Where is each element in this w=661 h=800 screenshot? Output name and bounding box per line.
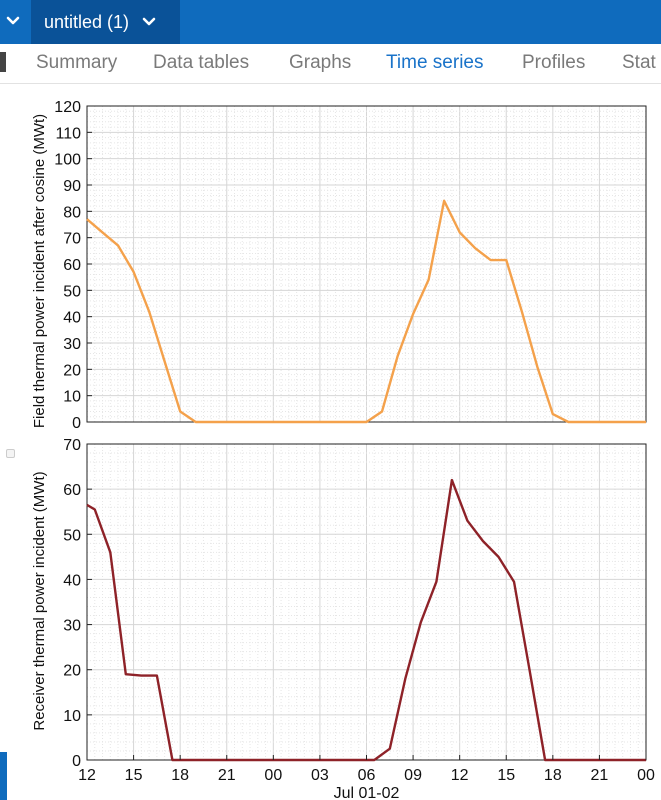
- y-tick-label: 50: [63, 283, 81, 300]
- x-tick-label: 06: [358, 767, 376, 784]
- y-tick-label: 70: [63, 231, 81, 248]
- document-tab[interactable]: untitled (1): [31, 0, 180, 44]
- chevron-down-icon[interactable]: [4, 12, 22, 30]
- y-tick-label: 10: [63, 389, 81, 406]
- y-tick-label: 10: [63, 708, 81, 725]
- x-axis-label: Jul 01-02: [334, 785, 400, 800]
- sidebar-edge-accent: [0, 752, 7, 800]
- y-tick-label: 120: [54, 99, 81, 116]
- y-tick-label: 40: [63, 572, 81, 589]
- y-tick-label: 70: [63, 437, 81, 454]
- x-tick-label: 21: [218, 767, 236, 784]
- tab-profiles[interactable]: Profiles: [522, 52, 586, 73]
- y-tick-label: 40: [63, 310, 81, 327]
- splitter-handle[interactable]: [6, 449, 15, 458]
- results-tab-bar: [0, 44, 661, 84]
- y-tick-label: 60: [63, 482, 81, 499]
- x-tick-label: 00: [637, 767, 655, 784]
- y-tick-label: 0: [72, 415, 81, 432]
- tab-bar-divider: [0, 83, 661, 84]
- top-bar: untitled (1): [0, 0, 661, 44]
- tab-stat[interactable]: Stat: [622, 52, 656, 73]
- y-tick-label: 20: [63, 362, 81, 379]
- series-line-field-power: [86, 199, 646, 424]
- x-tick-label: 12: [78, 767, 96, 784]
- y-tick-label: 100: [54, 152, 81, 169]
- y-tick-label: 0: [72, 753, 81, 770]
- x-tick-label: 00: [264, 767, 282, 784]
- y-tick-label: 80: [63, 204, 81, 221]
- x-tick-label: 15: [125, 767, 143, 784]
- y-tick-label: 90: [63, 178, 81, 195]
- x-tick-label: 03: [311, 767, 329, 784]
- x-tick-label: 18: [544, 767, 562, 784]
- tab-data-tables[interactable]: Data tables: [153, 52, 250, 73]
- document-title: untitled (1): [44, 11, 130, 32]
- x-tick-label: 15: [497, 767, 515, 784]
- x-tick-label: 09: [404, 767, 422, 784]
- x-tick-label: 12: [451, 767, 469, 784]
- sidebar-edge: [0, 52, 6, 72]
- y-tick-label: 20: [63, 663, 81, 680]
- y-tick-label: 30: [63, 336, 81, 353]
- y-tick-label: 110: [55, 125, 81, 142]
- tab-graphs[interactable]: Graphs: [289, 52, 352, 73]
- y-tick-label: 50: [63, 527, 81, 544]
- y-tick-label: 30: [63, 618, 81, 635]
- y-tick-label: 60: [63, 257, 81, 274]
- y-axis-label: Field thermal power incident after cosin…: [31, 114, 48, 428]
- tab-time-series[interactable]: Time series: [386, 52, 484, 73]
- tab-summary[interactable]: Summary: [36, 52, 118, 73]
- chevron-down-icon[interactable]: [141, 14, 157, 30]
- x-tick-label: 18: [171, 767, 189, 784]
- x-tick-label: 21: [591, 767, 609, 784]
- y-axis-label: Receiver thermal power incident (MWt): [31, 471, 48, 730]
